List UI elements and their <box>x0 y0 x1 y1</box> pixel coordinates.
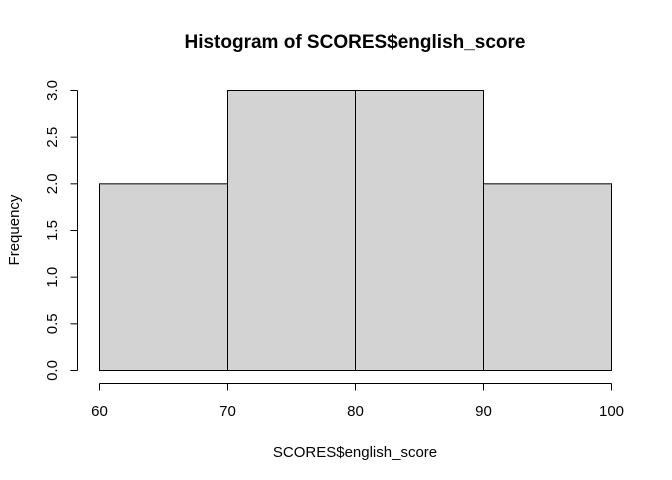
x-tick-label: 100 <box>599 403 624 420</box>
chart-title: Histogram of SCORES$english_score <box>184 32 525 53</box>
histogram-bar <box>99 183 228 371</box>
histogram-bar <box>355 90 484 371</box>
y-tick-label: 1.5 <box>44 220 61 241</box>
x-tick-label: 60 <box>91 403 108 420</box>
x-tick-label: 70 <box>219 403 236 420</box>
y-tick-label: 0.5 <box>44 313 61 334</box>
x-axis: 60 70 80 90 100 <box>91 383 624 420</box>
x-tick-label: 80 <box>347 403 364 420</box>
y-tick-label: 2.5 <box>44 127 61 148</box>
y-axis: 0.0 0.5 1.0 1.5 2.0 2.5 3.0 <box>44 80 78 381</box>
y-tick-label: 0.0 <box>44 360 61 381</box>
histogram-bar <box>227 90 356 371</box>
x-axis-label: SCORES$english_score <box>273 444 437 461</box>
y-tick-label: 3.0 <box>44 80 61 101</box>
y-axis-label: Frequency <box>6 194 23 265</box>
bars-group <box>99 90 612 371</box>
y-tick-label: 1.0 <box>44 267 61 288</box>
y-tick-label: 2.0 <box>44 173 61 194</box>
histogram-bar <box>483 183 612 371</box>
x-tick-label: 90 <box>475 403 492 420</box>
